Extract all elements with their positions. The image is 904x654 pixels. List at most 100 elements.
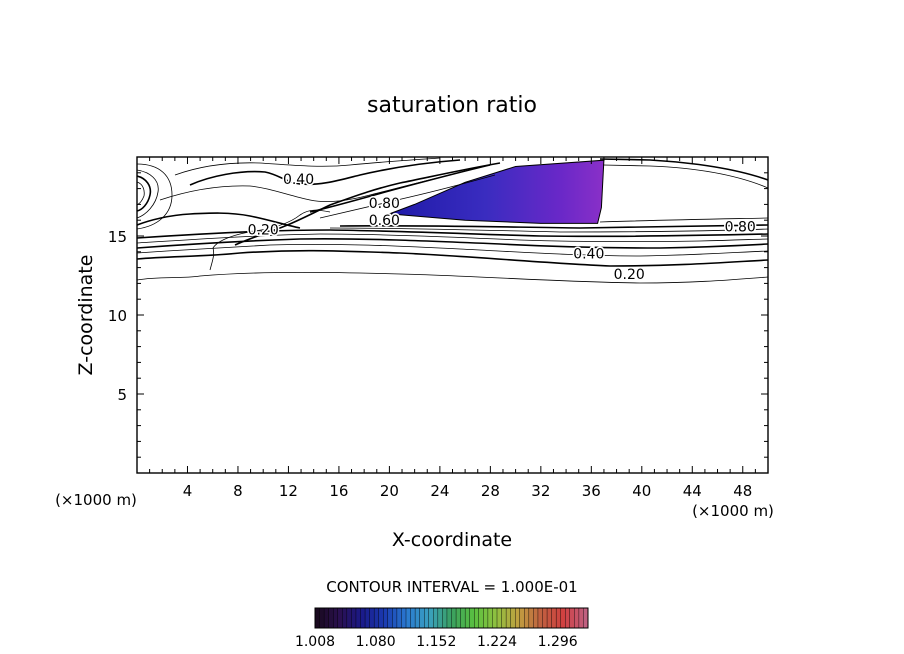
contour-line xyxy=(309,164,491,213)
x-axis-label: X-coordinate xyxy=(392,529,512,551)
colorbar-tick-label: 1.080 xyxy=(356,634,396,650)
contour-label: 0.80 xyxy=(725,220,756,236)
y-axis-ticks: 5 10 15 xyxy=(108,172,768,458)
colorbar-cell xyxy=(396,607,402,629)
colorbar-cell xyxy=(501,607,507,629)
colorbar-cell xyxy=(546,607,553,629)
contour-lines xyxy=(137,157,768,284)
colorbar-tick-label: 1.152 xyxy=(416,634,456,650)
colorbar-cell xyxy=(414,607,421,629)
colorbar-cell xyxy=(574,607,580,629)
contour-line xyxy=(329,227,768,233)
contour-line xyxy=(137,212,301,229)
colorbar-cell xyxy=(319,607,325,629)
contour-line xyxy=(234,162,501,246)
colorbar-cell xyxy=(351,607,357,629)
contour-line xyxy=(137,163,173,230)
y-tick-label: 15 xyxy=(108,228,127,246)
contour-line xyxy=(209,209,331,271)
colorbar-cell xyxy=(373,607,380,629)
plot-area: 0.400.200.800.60 0.800.400.20 4 8 12 16 20 24 2… xyxy=(108,156,769,500)
contour-label: 0.40 xyxy=(283,172,314,188)
x-unit-left: (×1000 m) xyxy=(55,491,137,509)
colorbar-tick-label: 1.296 xyxy=(538,634,578,650)
contour-line xyxy=(137,175,152,212)
x-tick-label: 4 xyxy=(183,482,193,500)
contour-label: 0.60 xyxy=(369,213,400,229)
x-tick-label: 36 xyxy=(582,482,601,500)
colorbar-cell xyxy=(505,607,512,629)
colorbar-cell xyxy=(451,607,457,629)
contour-line xyxy=(189,159,461,186)
y-axis-label: Z-coordinate xyxy=(75,255,97,376)
contour-line xyxy=(137,271,768,284)
supersaturation-region xyxy=(389,159,605,224)
colorbar-cell xyxy=(378,607,384,629)
colorbar-cell xyxy=(483,607,489,629)
colorbar-cell xyxy=(437,607,443,629)
colorbar-cell xyxy=(433,607,439,629)
contour-interval-text: CONTOUR INTERVAL = 1.000E-01 xyxy=(326,578,577,596)
x-tick-label: 12 xyxy=(279,482,298,500)
colorbar-cell xyxy=(337,607,343,629)
chart-title: saturation ratio xyxy=(367,93,537,118)
colorbar-cell xyxy=(528,607,534,629)
contour-line xyxy=(339,224,768,229)
colorbar-cell xyxy=(565,607,571,629)
colorbar-cell xyxy=(369,607,375,629)
contour-line xyxy=(599,217,768,223)
contour-label: 0.20 xyxy=(614,267,645,283)
colorbar-cell xyxy=(487,607,493,629)
x-tick-label: 20 xyxy=(380,482,399,500)
colorbar-frame xyxy=(314,607,589,629)
contour-line xyxy=(137,229,768,239)
x-tick-label: 40 xyxy=(632,482,651,500)
colorbar xyxy=(314,607,589,629)
colorbar-cell xyxy=(387,607,393,629)
contour-label: 0.40 xyxy=(573,246,604,262)
contour-line xyxy=(137,243,768,257)
contour-line xyxy=(137,169,159,219)
colorbar-cell xyxy=(342,607,348,629)
colorbar-tick-label: 1.008 xyxy=(295,634,335,650)
contour-labels: 0.400.200.800.60 0.800.400.20 xyxy=(246,171,757,285)
colorbar-cell xyxy=(401,607,407,629)
colorbar-cell xyxy=(419,607,425,629)
contour-line xyxy=(319,174,496,219)
x-tick-label: 8 xyxy=(233,482,243,500)
colorbar-cell xyxy=(537,607,544,629)
x-axis-ticks: 4 8 12 16 20 24 28 32 36 40 44 48 xyxy=(149,157,756,500)
colorbar-cell xyxy=(551,607,557,629)
colorbar-cell xyxy=(355,607,362,629)
x-tick-label: 16 xyxy=(329,482,348,500)
colorbar-cell xyxy=(360,607,366,629)
colorbar-tick-label: 1.224 xyxy=(477,634,517,650)
colorbar-cell xyxy=(346,607,352,629)
colorbar-cell xyxy=(364,607,371,629)
contour-label: 0.20 xyxy=(248,223,279,239)
colorbar-cell xyxy=(560,607,566,629)
colorbar-cell xyxy=(446,607,453,629)
colorbar-cell xyxy=(328,607,334,629)
contour-line xyxy=(137,238,768,249)
colorbar-cell xyxy=(469,607,475,629)
contour-line xyxy=(137,249,768,267)
contour-line xyxy=(174,157,441,176)
contour-line xyxy=(602,164,768,189)
x-tick-label: 32 xyxy=(531,482,550,500)
colorbar-cell xyxy=(323,607,330,629)
colorbar-cell xyxy=(555,607,562,629)
x-tick-label: 28 xyxy=(481,482,500,500)
colorbar-cell xyxy=(460,607,466,629)
contour-line xyxy=(137,181,145,206)
colorbar-cell xyxy=(519,607,525,629)
colorbar-cell xyxy=(510,607,516,629)
colorbar-cell xyxy=(392,607,398,629)
colorbar-cell xyxy=(474,607,480,629)
colorbar-cell xyxy=(333,607,339,629)
colorbar-cell xyxy=(424,607,430,629)
colorbar-cell xyxy=(455,607,462,629)
x-tick-label: 24 xyxy=(430,482,449,500)
x-tick-label: 48 xyxy=(733,482,752,500)
